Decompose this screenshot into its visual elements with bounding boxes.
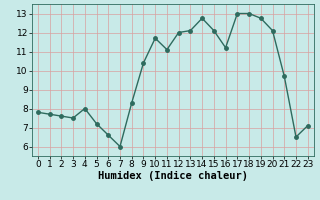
X-axis label: Humidex (Indice chaleur): Humidex (Indice chaleur) (98, 171, 248, 181)
